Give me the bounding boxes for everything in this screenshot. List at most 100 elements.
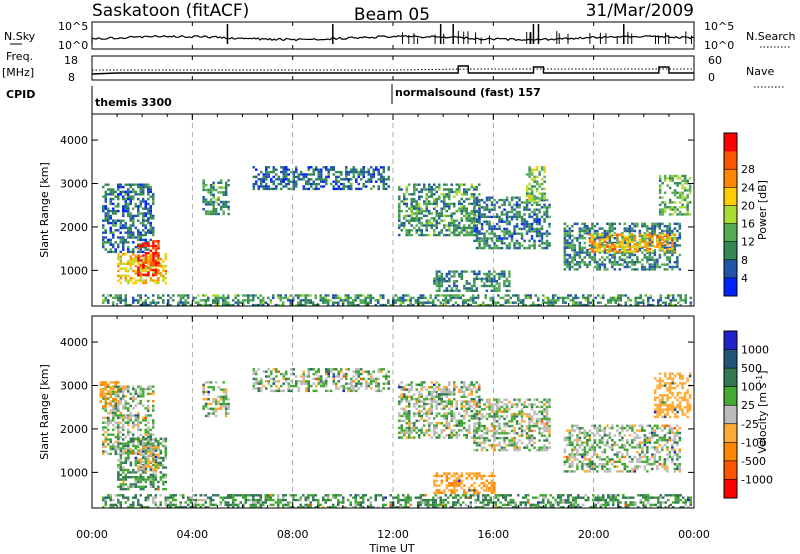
- velocity-cell: [450, 429, 453, 432]
- velocity-cell: [290, 372, 293, 376]
- power-cell: [643, 235, 647, 239]
- power-cell: [425, 221, 428, 225]
- power-cell: [668, 261, 672, 264]
- velocity-cell: [112, 388, 115, 391]
- power-cell: [129, 303, 132, 307]
- power-cell: [646, 240, 649, 244]
- power-cell: [224, 299, 227, 302]
- power-cell: [109, 188, 112, 191]
- power-cell: [295, 170, 298, 174]
- power-cell: [154, 254, 158, 257]
- velocity-cell: [345, 382, 348, 385]
- power-cell: [435, 214, 438, 218]
- power-cell: [533, 244, 536, 247]
- velocity-cell: [295, 382, 298, 385]
- power-cell: [284, 294, 287, 297]
- power-cell: [132, 219, 135, 222]
- power-cell: [295, 168, 298, 171]
- velocity-cell: [367, 370, 370, 373]
- velocity-cell: [109, 409, 112, 412]
- power-cell: [633, 245, 637, 248]
- power-cell: [588, 229, 592, 233]
- power-cell: [480, 246, 484, 250]
- power-cell: [427, 299, 430, 302]
- power-cell: [367, 180, 370, 183]
- power-cell: [282, 303, 285, 307]
- velocity-cell: [114, 450, 117, 453]
- power-cell: [127, 269, 130, 273]
- power-cell: [457, 296, 460, 300]
- velocity-cell: [440, 414, 443, 418]
- velocity-cell: [470, 388, 473, 391]
- power-cell: [538, 199, 541, 203]
- power-cell: [114, 195, 117, 198]
- power-cell: [447, 294, 450, 297]
- velocity-cell: [207, 412, 210, 415]
- power-cell: [119, 281, 123, 285]
- velocity-cell: [122, 414, 125, 417]
- power-cell: [112, 197, 115, 201]
- velocity-cell: [117, 381, 120, 384]
- velocity-cell: [430, 390, 433, 394]
- velocity-cell: [107, 392, 110, 396]
- velocity-cell: [423, 419, 426, 422]
- velocity-cell: [330, 368, 333, 371]
- velocity-cell: [438, 388, 441, 391]
- power-cell: [676, 222, 679, 225]
- velocity-cell: [470, 417, 473, 420]
- power-cell: [455, 229, 458, 232]
- power-cell: [498, 218, 501, 221]
- power-cell: [596, 245, 599, 248]
- power-cell: [149, 244, 153, 248]
- power-cell: [252, 299, 255, 302]
- velocity-cell: [425, 414, 428, 418]
- velocity-cell: [468, 429, 471, 432]
- power-cell: [540, 237, 544, 240]
- power-cell: [523, 218, 526, 221]
- power-cell: [643, 253, 647, 257]
- power-cell: [571, 234, 574, 237]
- velocity-cell: [134, 483, 138, 486]
- velocity-cell: [152, 485, 155, 488]
- power-cell: [109, 193, 112, 196]
- velocity-cell: [458, 388, 461, 391]
- velocity-cell: [282, 382, 285, 385]
- velocity-cell: [453, 412, 456, 415]
- power-cell: [117, 274, 120, 277]
- power-cell: [445, 188, 448, 191]
- power-cell: [658, 245, 662, 248]
- power-cell: [568, 229, 572, 233]
- power-cell: [267, 170, 270, 174]
- power-cell: [641, 240, 644, 244]
- velocity-cell: [124, 483, 128, 486]
- power-cell: [389, 303, 392, 307]
- power-cell: [292, 170, 295, 174]
- power-cell: [414, 301, 417, 304]
- power-cell: [538, 210, 541, 214]
- velocity-cell: [137, 414, 140, 417]
- velocity-cell: [157, 442, 160, 445]
- power-cell: [542, 299, 545, 302]
- power-cell: [502, 303, 505, 307]
- velocity-cell: [465, 436, 468, 439]
- velocity-cell: [147, 451, 150, 454]
- power-cell: [413, 217, 416, 220]
- power-cell: [242, 299, 245, 302]
- velocity-cell: [418, 412, 421, 415]
- power-cell: [179, 294, 182, 297]
- power-cell: [470, 195, 473, 198]
- velocity-cell: [387, 382, 390, 385]
- velocity-cell: [418, 436, 421, 439]
- power-cell: [252, 175, 255, 179]
- velocity-cell: [114, 390, 117, 394]
- power-cell: [593, 250, 597, 253]
- power-cell: [387, 166, 390, 169]
- power-cell: [237, 301, 240, 304]
- power-cell: [360, 187, 363, 191]
- velocity-cell: [134, 419, 137, 422]
- velocity-cell: [285, 377, 288, 381]
- power-cell: [149, 185, 152, 189]
- power-cell: [425, 188, 428, 191]
- power-cell: [470, 185, 473, 189]
- power-cell: [478, 242, 481, 245]
